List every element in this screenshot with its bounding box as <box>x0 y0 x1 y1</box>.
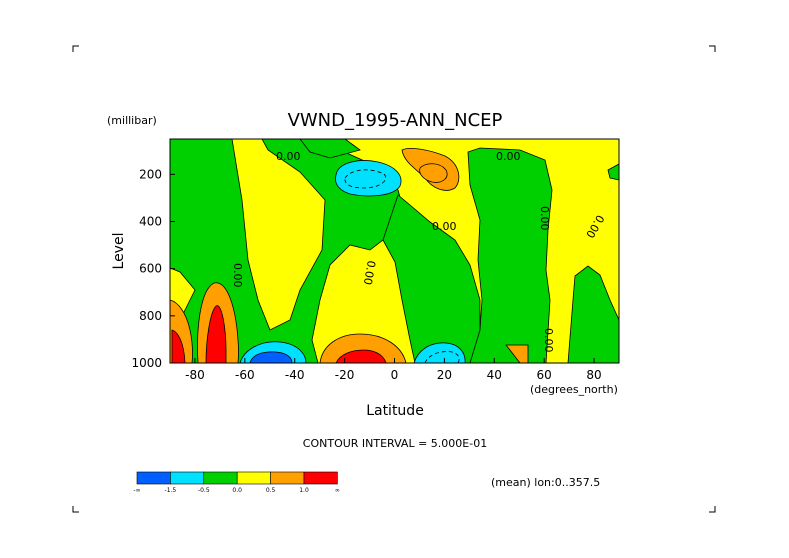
colorbar-swatch <box>236 471 271 485</box>
colorbar-label: 1.0 <box>299 487 309 494</box>
colorbar-label: -0.5 <box>198 487 210 494</box>
x-tick-label: 0 <box>391 368 399 382</box>
colorbar-label: 0.5 <box>266 487 276 494</box>
region-negative-far-east <box>567 265 619 363</box>
contour-label: 0.00 <box>361 259 378 285</box>
x-units-label: (degrees_north) <box>530 383 618 396</box>
y-axis: 200 400 600 800 1000 <box>131 167 175 370</box>
contour-interval-text: CONTOUR INTERVAL = 5.000E-01 <box>303 437 487 450</box>
x-axis-label: Latitude <box>366 403 424 419</box>
colorbar-label: 0.0 <box>232 487 242 494</box>
x-tick-label: 20 <box>437 368 452 382</box>
y-axis-label: Level <box>111 233 127 270</box>
region-high-surface-central-core <box>335 349 387 363</box>
contour-label: 0.00 <box>231 263 244 288</box>
colorbar-label: -∞ <box>133 487 140 494</box>
dashed-contour-surface-low <box>424 351 460 363</box>
x-tick-label: -20 <box>335 368 355 382</box>
chart-title: VWND_1995-ANN_NCEP <box>288 110 503 131</box>
colorbar-swatch <box>303 471 338 485</box>
colorbar-label: -1.5 <box>165 487 177 494</box>
y-tick-label: 1000 <box>131 356 162 370</box>
colorbar-swatch <box>203 471 238 485</box>
contour-label: 0.00 <box>432 220 457 233</box>
region-high-south-1-core <box>171 329 186 363</box>
y-tick-label: 800 <box>139 309 162 323</box>
region-negative-east-top <box>607 163 619 181</box>
x-axis: -80 -60 -40 -20 0 20 40 60 80 <box>185 358 602 382</box>
colorbar: -∞ -1.5 -0.5 0.0 0.5 1.0 ∞ <box>133 471 340 494</box>
region-low-surface-east <box>413 342 466 363</box>
colorbar-swatch <box>270 471 305 485</box>
y-tick-label: 400 <box>139 215 162 229</box>
mean-text: (mean) lon:0..357.5 <box>491 476 600 489</box>
contour-label: 0.00 <box>538 206 551 231</box>
y-units-label: (millibar) <box>107 114 157 127</box>
x-tick-label: -80 <box>185 368 205 382</box>
region-negative-east <box>467 147 553 363</box>
x-tick-label: -60 <box>235 368 255 382</box>
x-tick-label: 60 <box>537 368 552 382</box>
region-high-south-2-core <box>205 305 227 363</box>
plot-area: 0.00 0.00 0.00 0.00 0.00 0.00 0.00 0.00 <box>169 138 620 364</box>
contour-label: 0.00 <box>496 150 521 163</box>
region-negative-top <box>299 139 361 159</box>
region-high-upper-core <box>419 163 448 183</box>
region-negative-central <box>382 194 481 363</box>
contour-label: 0.00 <box>276 150 301 163</box>
colorbar-swatch <box>170 471 205 485</box>
region-low-upper <box>335 160 402 197</box>
region-high-surface-east <box>505 344 529 363</box>
x-tick-label: -40 <box>285 368 305 382</box>
crop-marks <box>72 45 716 513</box>
x-tick-label: 40 <box>487 368 502 382</box>
region-low-surface-west-core <box>249 351 293 363</box>
colorbar-swatch <box>136 471 171 485</box>
y-tick-label: 600 <box>139 262 162 276</box>
y-tick-label: 200 <box>139 167 162 181</box>
contour-label: 0.00 <box>542 328 555 353</box>
x-tick-label: 80 <box>586 368 601 382</box>
colorbar-label: ∞ <box>335 487 340 494</box>
dashed-contour-upper-low <box>344 169 387 189</box>
